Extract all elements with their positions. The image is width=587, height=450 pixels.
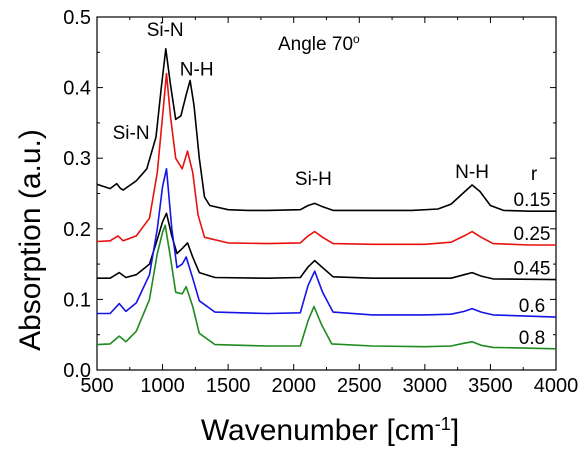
y-axis-title: Absorption (a.u.) — [14, 129, 47, 351]
y-axis: 0.0 0.1 0.2 0.3 0.4 0.5 — [63, 7, 556, 382]
x-tick-label: 500 — [80, 375, 113, 397]
legend-label-0.8: 0.8 — [519, 328, 545, 349]
plot-border — [96, 16, 557, 371]
annotations: Si-N Si-N N-H Si-H N-H — [113, 20, 489, 190]
y-tick-label: 0.5 — [63, 7, 91, 29]
peak-label: N-H — [180, 60, 214, 81]
x-tick-label: 3000 — [403, 375, 448, 397]
x-axis-title: Wavenumber [cm-1] — [201, 414, 459, 447]
legend-label-0.45: 0.45 — [514, 259, 551, 280]
x-tick-label: 2500 — [337, 375, 382, 397]
peak-label: Si-N — [113, 123, 150, 144]
peak-label: Si-N — [147, 20, 184, 41]
series-layer — [96, 48, 557, 350]
series-line-0.6 — [97, 168, 557, 318]
y-tick-label: 0.3 — [63, 148, 91, 170]
x-tick-label: 3500 — [468, 375, 513, 397]
legend-label-0.25: 0.25 — [514, 224, 551, 245]
y-tick-label: 0.0 — [63, 360, 91, 382]
x-tick-label: 2000 — [271, 375, 316, 397]
x-tick-label: 4000 — [534, 375, 579, 397]
series-line-0.8 — [96, 224, 557, 350]
y-tick-label: 0.1 — [63, 289, 91, 311]
peak-label: Si-H — [295, 169, 332, 190]
angle-annotation-text: Angle 70 — [278, 34, 353, 55]
legend-title: r — [531, 164, 538, 185]
x-axis-title-sup: -1 — [435, 414, 451, 434]
x-tick-label: 1000 — [140, 375, 185, 397]
x-axis-title-main: Wavenumber [cm — [201, 414, 435, 447]
series-line-0.25 — [96, 72, 556, 246]
peak-label: N-H — [455, 162, 489, 183]
series-line-0.15 — [96, 48, 556, 212]
y-tick-label: 0.2 — [63, 219, 91, 241]
angle-annotation: Angle 70o — [278, 32, 360, 55]
x-tick-label: 1500 — [206, 375, 251, 397]
x-axis-title-end: ] — [451, 414, 459, 447]
angle-annotation-sup: o — [353, 32, 360, 46]
legend: r 0.15 0.25 0.45 0.6 0.8 — [514, 164, 551, 349]
plot-frame — [96, 16, 557, 371]
legend-label-0.15: 0.15 — [514, 190, 551, 211]
legend-label-0.6: 0.6 — [519, 296, 545, 317]
x-axis: 500 1000 1500 2000 2500 3000 3500 4000 — [80, 17, 578, 397]
series-line-0.45 — [97, 212, 557, 281]
y-tick-label: 0.4 — [63, 78, 91, 100]
